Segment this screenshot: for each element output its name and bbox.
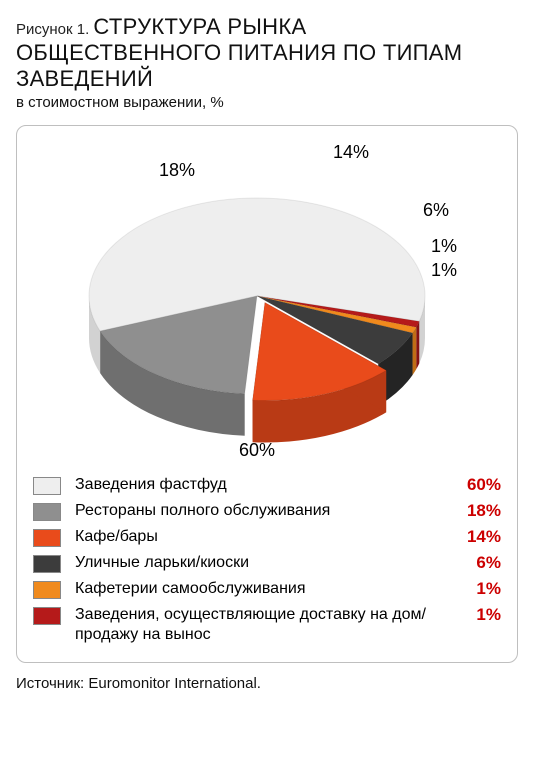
legend: Заведения фастфуд60%Рестораны полного об… — [33, 472, 501, 648]
legend-value: 14% — [455, 527, 501, 547]
legend-row: Уличные ларьки/киоски6% — [33, 550, 501, 576]
pie-slice-label: 14% — [333, 142, 369, 163]
legend-row: Кафе/бары14% — [33, 524, 501, 550]
pie-slice-label: 6% — [423, 200, 449, 221]
legend-swatch — [33, 503, 61, 521]
pie-chart: 14% 18% 6% 1% 1% 60% — [31, 136, 503, 464]
source-prefix: Источник: — [16, 675, 84, 692]
legend-value: 1% — [455, 579, 501, 599]
pie-slice-label: 18% — [159, 160, 195, 181]
legend-value: 1% — [455, 605, 501, 625]
legend-swatch — [33, 581, 61, 599]
figure-label: Рисунок 1. — [16, 21, 89, 38]
legend-label: Кафе/бары — [75, 527, 455, 547]
source-value: Euromonitor International. — [88, 675, 261, 692]
chart-subtitle: в стоимостном выражении, % — [16, 94, 518, 111]
legend-label: Заведения фастфуд — [75, 475, 455, 495]
legend-label: Уличные ларьки/киоски — [75, 553, 455, 573]
pie-slice-label: 60% — [239, 440, 275, 461]
legend-swatch — [33, 529, 61, 547]
legend-swatch — [33, 555, 61, 573]
legend-label: Кафетерии самообслуживания — [75, 579, 455, 599]
legend-swatch — [33, 607, 61, 625]
legend-label: Заведения, осуществляющие доставку на до… — [75, 605, 455, 645]
source-line: Источник: Euromonitor International. — [16, 675, 518, 692]
legend-value: 18% — [455, 501, 501, 521]
legend-row: Заведения, осуществляющие доставку на до… — [33, 602, 501, 648]
legend-swatch — [33, 477, 61, 495]
legend-row: Кафетерии самообслуживания1% — [33, 576, 501, 602]
legend-label: Рестораны полного обслуживания — [75, 501, 455, 521]
legend-value: 6% — [455, 553, 501, 573]
pie-slice-label: 1% — [431, 260, 457, 281]
chart-panel: 14%18%6%1%1%60% Заведения фастфуд60%Рест… — [16, 125, 518, 663]
legend-value: 60% — [455, 475, 501, 495]
legend-row: Рестораны полного обслуживания18% — [33, 498, 501, 524]
pie-slice-label: 1% — [431, 236, 457, 257]
legend-row: Заведения фастфуд60% — [33, 472, 501, 498]
